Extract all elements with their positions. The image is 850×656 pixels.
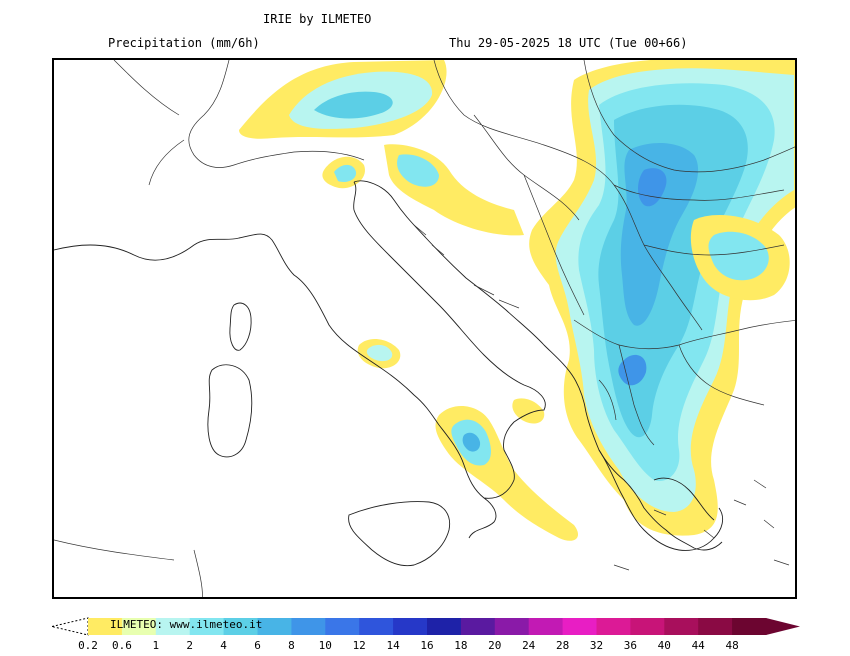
legend-swatch [325, 618, 360, 635]
precip-east-cyan [708, 231, 769, 281]
legend-tick-label: 8 [288, 639, 295, 652]
legend-tick-label: 0.2 [78, 639, 98, 652]
map-canvas [54, 60, 795, 597]
legend-tick-label: 12 [352, 639, 366, 652]
precipitation-map [52, 58, 797, 599]
valid-time-label: Thu 29-05-2025 18 UTC (Tue 00+66) [449, 36, 688, 50]
legend-tick-label: 18 [454, 639, 468, 652]
precip-greece-blue3 [618, 354, 647, 386]
country-borders [54, 60, 795, 597]
legend-swatch [460, 618, 496, 635]
legend-swatch [88, 618, 123, 635]
legend-tick-label: 24 [522, 639, 536, 652]
variable-label: Precipitation (mm/6h) [108, 36, 260, 50]
legend-tick-label: 1 [152, 639, 160, 652]
legend-swatch [596, 618, 631, 635]
precip-calabria-blue [462, 432, 481, 452]
legend-tick-label: 2 [186, 639, 193, 652]
coastlines-borders [54, 60, 795, 597]
map-title: IRIE by ILMETEO [263, 12, 372, 26]
legend-tick-label: 28 [555, 639, 570, 652]
sardinia-coastline [207, 364, 253, 458]
legend-tick-label: 20 [488, 639, 502, 652]
legend-swatch [562, 618, 597, 635]
legend-below-min-arrow [52, 617, 89, 636]
legend-swatch [664, 618, 699, 635]
italy-coastline [54, 181, 546, 539]
precipitation-legend: ILMETEO: www.ilmeteo.it 0.2 0.6 1 2 4 6 8 10 12 1… [52, 617, 802, 653]
precip-lazio-cyan [366, 344, 393, 362]
legend-tick-label: 36 [623, 639, 638, 652]
legend-swatch [291, 618, 326, 635]
legend-tick-label: 6 [254, 639, 261, 652]
legend-above-max-arrow [766, 618, 800, 635]
adriatic-islands [413, 224, 790, 571]
legend-tick-label: 4 [220, 639, 227, 652]
corsica-coastline [229, 302, 252, 351]
adriatic-east-coast [353, 180, 723, 551]
legend-tick-label: 44 [691, 639, 705, 652]
precip-istria-cyan [397, 154, 439, 187]
precip-slovenia-cyan [334, 164, 357, 182]
legend-tick-label: 10 [318, 639, 332, 652]
legend-tick-label: 16 [420, 639, 434, 652]
legend-swatch [698, 618, 733, 635]
legend-swatch [189, 618, 225, 635]
legend-tick-label: 48 [725, 639, 739, 652]
legend-tick-label: 14 [386, 639, 400, 652]
credit-text: ILMETEO: www.ilmeteo.it [110, 618, 263, 631]
precip-campania-yellow [512, 398, 545, 424]
legend-swatch [630, 618, 665, 635]
legend-tick-label: 32 [589, 639, 604, 652]
legend-swatch [121, 618, 157, 635]
legend-swatch [257, 618, 292, 635]
precip-alps-blue [314, 91, 393, 119]
legend-colorbar [52, 617, 800, 636]
legend-swatch [393, 618, 428, 635]
greece-coastline [598, 449, 724, 551]
legend-swatch [528, 618, 564, 635]
legend-swatch [155, 618, 191, 635]
legend-swatch [732, 618, 767, 635]
alps-borders [113, 60, 365, 186]
sicily-coastline [348, 501, 451, 567]
legend-tick-label: 40 [657, 639, 671, 652]
legend-swatch [359, 618, 394, 635]
legend-tick-label: 0.6 [111, 639, 132, 652]
legend-swatch [494, 618, 530, 635]
legend-swatch [427, 618, 462, 635]
precip-balkans-blue3 [638, 168, 667, 207]
precipitation-field [239, 60, 795, 541]
legend-swatch [223, 618, 258, 635]
